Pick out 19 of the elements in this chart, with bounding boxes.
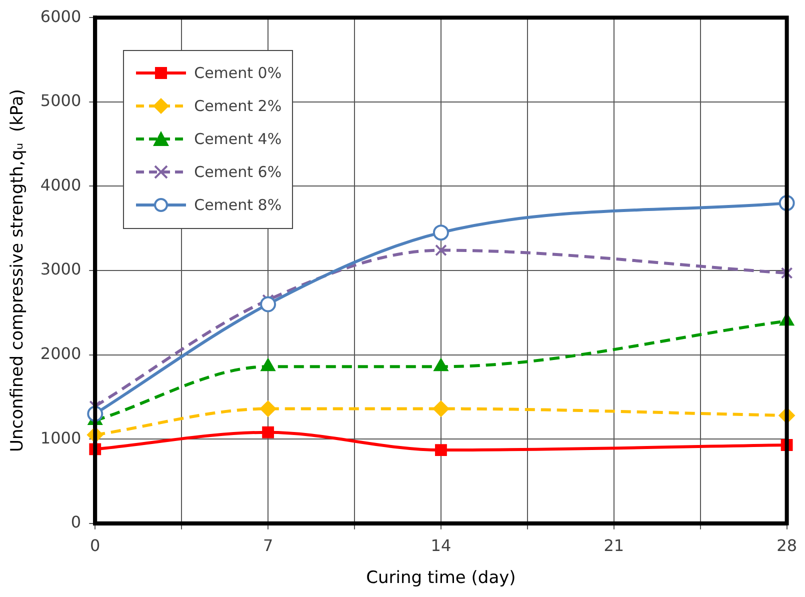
x-tick-label: 0 xyxy=(90,536,100,556)
y-tick-label: 0 xyxy=(70,512,82,532)
legend-label: Cement 2% xyxy=(194,97,282,116)
y-tick-label: 3000 xyxy=(40,260,82,279)
y-tick-label: 6000 xyxy=(40,6,82,26)
y-tick-label: 1000 xyxy=(40,428,82,448)
legend-label: Cement 0% xyxy=(194,64,282,82)
y-tick-label: 2000 xyxy=(40,344,82,363)
x-tick-label: 21 xyxy=(604,536,624,556)
x-axis-title: Curing time (day) xyxy=(366,568,516,588)
x-tick-label: 14 xyxy=(430,536,452,556)
x-tick-label: 28 xyxy=(776,536,797,556)
y-tick-label: 4000 xyxy=(40,175,82,194)
y-tick-label: 5000 xyxy=(40,91,82,110)
legend-label: Cement 8% xyxy=(194,196,282,214)
legend-label: Cement 4% xyxy=(194,130,282,148)
x-tick-label: 7 xyxy=(262,536,274,556)
legend-label: Cement 6% xyxy=(194,163,282,182)
y-axis-title: Unconfined compressive strength,qᵤ (kPa) xyxy=(8,89,28,452)
